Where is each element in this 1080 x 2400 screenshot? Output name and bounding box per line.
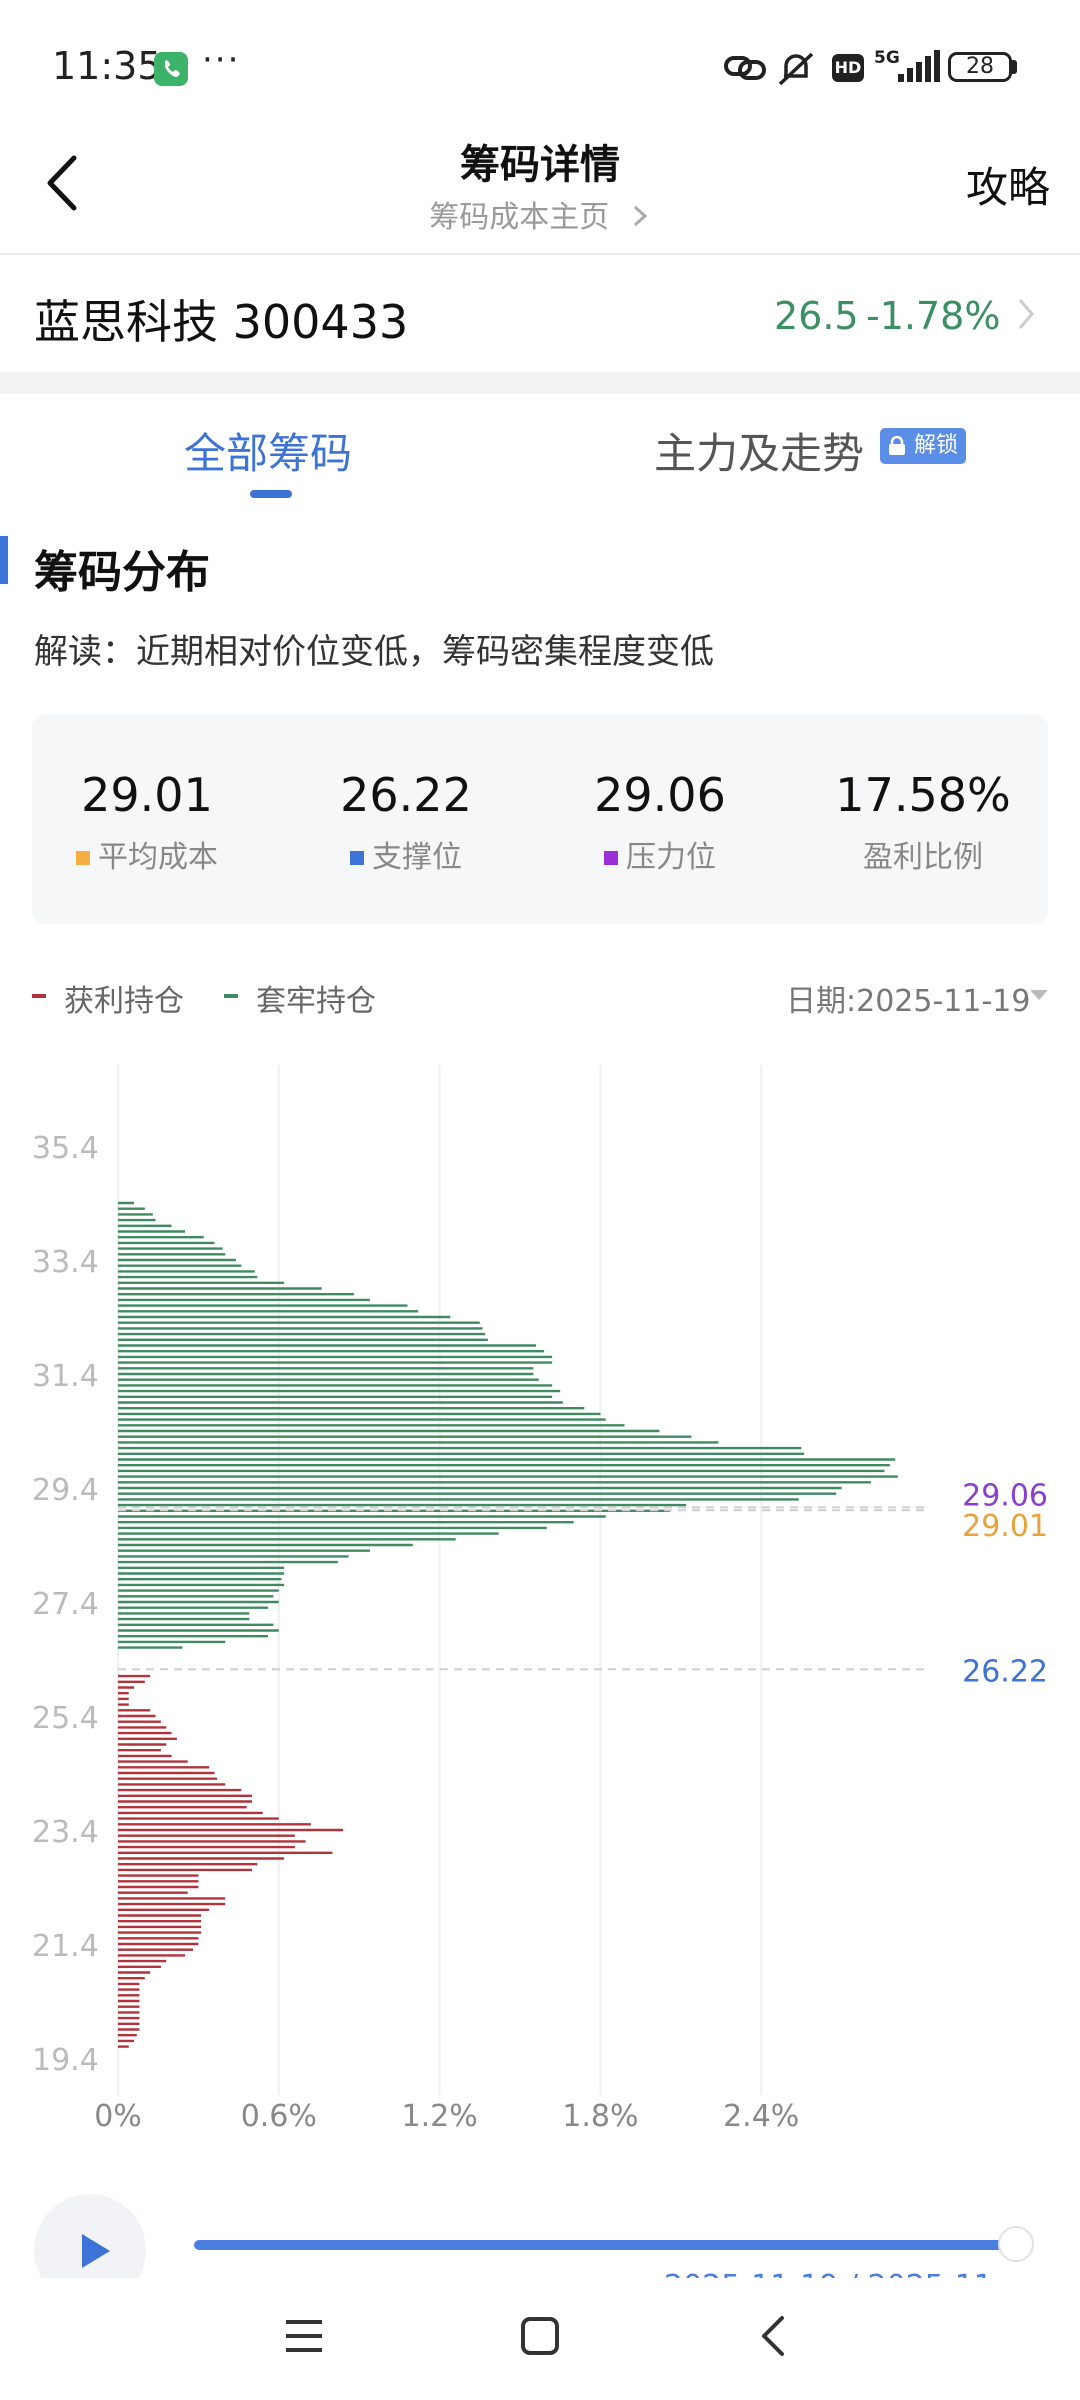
cost-homepage-link[interactable]: 筹码成本主页 <box>0 192 1080 236</box>
hd-icon: HD <box>832 54 864 82</box>
link-icon <box>724 50 768 90</box>
battery-icon: 28 <box>948 52 1012 82</box>
more-status-icon: ··· <box>202 40 241 80</box>
stat-value: 29.06 <box>594 768 726 822</box>
interpretation-text: 解读：近期相对价位变低，筹码密集程度变低 <box>34 632 714 672</box>
tab-main-force[interactable]: 主力及走势 <box>654 429 865 478</box>
timeline-slider[interactable] <box>194 2240 1004 2250</box>
support-marker <box>350 851 364 865</box>
stock-name-code: 蓝思科技 300433 <box>34 295 409 349</box>
y-tick-label: 33.4 <box>32 1245 99 1280</box>
stock-price: 26.5 <box>774 294 859 338</box>
play-icon <box>82 2234 110 2268</box>
back-button[interactable] <box>40 150 84 216</box>
section-accent-bar <box>0 536 8 584</box>
strategy-button[interactable]: 攻略 <box>966 163 1051 212</box>
back-nav-icon[interactable] <box>758 2314 788 2358</box>
stat-label: 平均成本 <box>98 840 218 875</box>
stats-card: 29.01 平均成本 26.22 支撑位 29.06 压力位 17.58% 盈利… <box>32 714 1048 924</box>
timeline-slider-thumb[interactable] <box>998 2226 1034 2262</box>
stock-change: -1.78% <box>866 294 1001 338</box>
y-tick-label: 21.4 <box>32 1929 99 1964</box>
active-tab-indicator <box>250 490 292 498</box>
phone-icon <box>154 52 188 86</box>
pressure-marker <box>604 851 618 865</box>
chevron-right-icon <box>633 205 648 227</box>
lock-icon <box>888 435 906 456</box>
stat-value: 17.58% <box>835 768 1011 822</box>
status-time: 11:35 <box>52 44 162 88</box>
stock-chevron-icon <box>1016 296 1036 332</box>
mute-icon <box>776 50 816 92</box>
x-tick-label: 0% <box>94 2099 142 2134</box>
signal-label: 5G <box>874 48 900 68</box>
legend-profit: 获利持仓 <box>64 984 184 1019</box>
average-cost-marker <box>76 851 90 865</box>
home-icon[interactable] <box>520 2316 560 2356</box>
section-title: 筹码分布 <box>34 547 210 598</box>
reference-label: 26.22 <box>962 1654 1048 1689</box>
y-tick-label: 29.4 <box>32 1473 99 1508</box>
stat-value: 26.22 <box>340 768 472 822</box>
y-tick-label: 25.4 <box>32 1701 99 1736</box>
x-tick-label: 1.8% <box>562 2099 638 2134</box>
profit-legend-swatch <box>32 994 46 998</box>
stat-average-cost: 29.01 平均成本 <box>32 768 262 876</box>
y-tick-label: 23.4 <box>32 1815 99 1850</box>
cost-homepage-label: 筹码成本主页 <box>429 200 610 235</box>
stat-pressure: 29.06 压力位 <box>545 768 775 876</box>
y-tick-label: 19.4 <box>32 2043 99 2078</box>
menu-icon[interactable] <box>284 2318 324 2354</box>
trapped-legend-swatch <box>224 994 238 998</box>
section-separator <box>0 372 1080 394</box>
tab-all-chips[interactable]: 全部筹码 <box>184 429 353 478</box>
stat-value: 29.01 <box>81 768 213 822</box>
stat-label: 盈利比例 <box>863 840 983 875</box>
back-icon <box>47 155 77 211</box>
caret-down-icon <box>1030 990 1048 1000</box>
stat-support: 26.22 支撑位 <box>291 768 521 876</box>
system-nav-bar <box>0 2278 1080 2400</box>
header-divider <box>0 253 1080 255</box>
stat-label: 支撑位 <box>372 840 462 875</box>
battery-tip <box>1012 60 1017 74</box>
legend-trapped: 套牢持仓 <box>256 984 376 1019</box>
x-tick-label: 1.2% <box>401 2099 477 2134</box>
signal-icon <box>898 50 940 88</box>
stat-label: 压力位 <box>626 840 716 875</box>
y-tick-label: 35.4 <box>32 1131 99 1166</box>
y-tick-label: 27.4 <box>32 1587 99 1622</box>
chip-distribution-chart: 0% 0.6% 1.2% 1.8% 2.4% 35.4 33.4 31.4 29.4 27.4 25… <box>32 1065 1048 2134</box>
reference-label: 29.01 <box>962 1509 1048 1544</box>
date-selector[interactable]: 日期:2025-11-19 <box>786 984 1031 1019</box>
page-title: 筹码详情 <box>460 142 620 188</box>
stat-profit-ratio: 17.58% 盈利比例 <box>808 768 1038 876</box>
y-tick-label: 31.4 <box>32 1359 99 1394</box>
x-tick-label: 0.6% <box>241 2099 317 2134</box>
x-tick-label: 2.4% <box>723 2099 799 2134</box>
reference-label: 29.06 <box>962 1478 1048 1513</box>
